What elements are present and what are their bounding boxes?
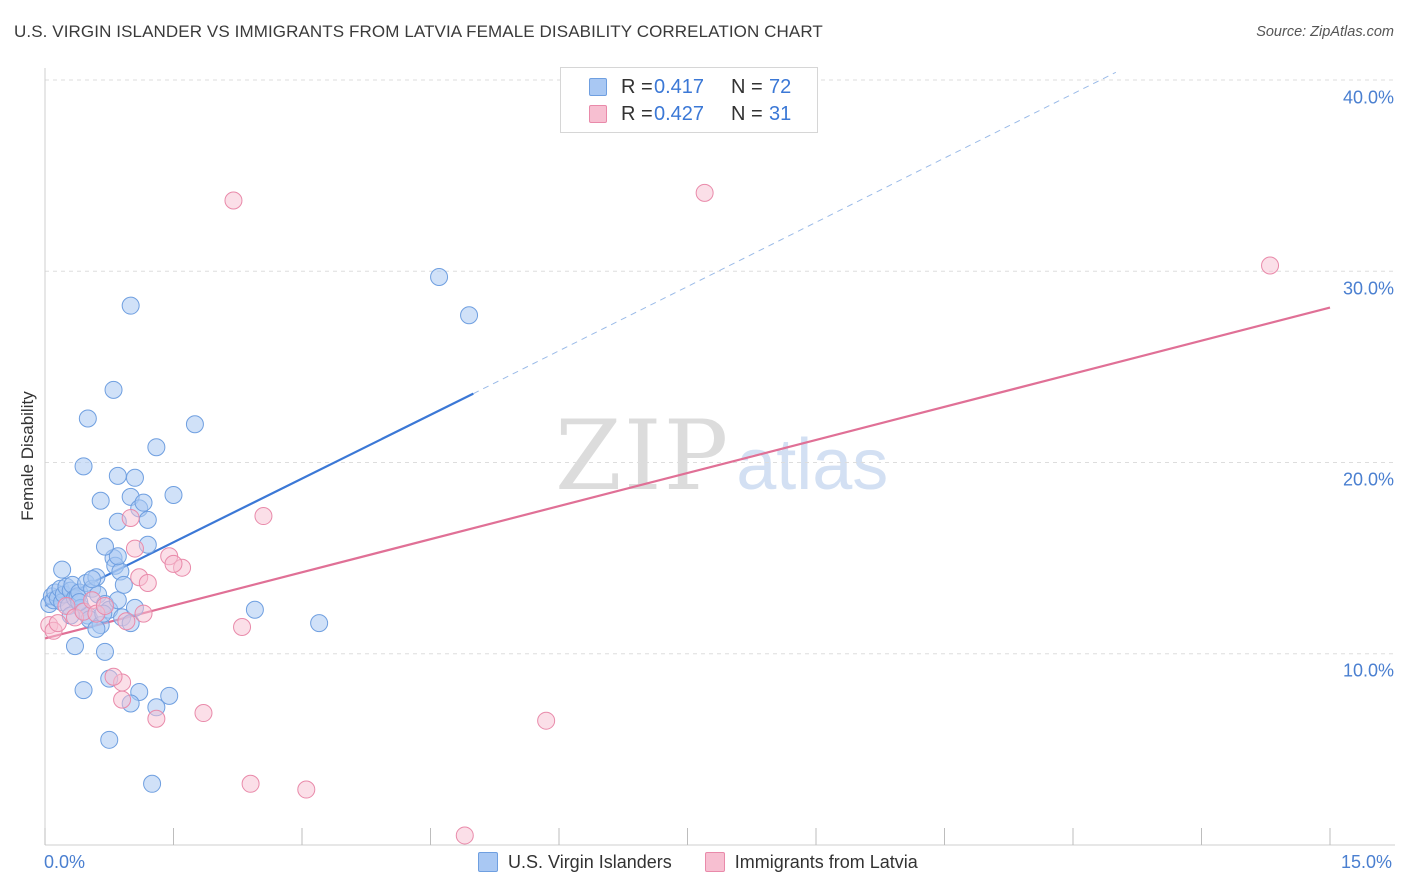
x-tick-min: 0.0% <box>44 852 86 872</box>
point-latvia <box>241 774 260 793</box>
source-credit[interactable]: Source: ZipAtlas.com <box>1256 24 1394 40</box>
point-virgin-islanders <box>114 575 133 594</box>
point-virgin-islanders <box>310 614 329 633</box>
point-latvia <box>254 507 273 526</box>
point-virgin-islanders <box>74 457 93 476</box>
stats-row-virgin-islanders: R = 0.417 N = 72 <box>561 74 817 102</box>
point-virgin-islanders <box>430 267 449 286</box>
stats-legend: R = 0.417 N = 72 R = 0.427 N = 31 <box>560 67 818 133</box>
x-tick-max: 15.0% <box>1340 852 1392 872</box>
n-label: N = <box>731 103 763 125</box>
trend-line-latvia <box>44 306 1331 640</box>
point-latvia <box>113 690 132 709</box>
point-latvia <box>194 704 213 723</box>
n-label: N = <box>731 76 763 98</box>
point-latvia <box>164 554 183 573</box>
legend-item-virgin-islanders[interactable]: U.S. Virgin Islanders <box>478 852 672 873</box>
point-latvia <box>125 539 144 558</box>
stats-row-latvia: R = 0.427 N = 31 <box>561 101 817 129</box>
n-value: 72 <box>769 76 792 98</box>
point-virgin-islanders <box>185 415 204 434</box>
points-immigrants-latvia <box>40 183 1280 845</box>
point-virgin-islanders <box>95 642 114 661</box>
y-tick-30: 30.0% <box>1342 278 1394 299</box>
point-virgin-islanders <box>245 600 264 619</box>
point-virgin-islanders <box>95 537 114 556</box>
point-latvia <box>537 711 556 730</box>
pink-swatch <box>704 852 725 872</box>
blue-swatch <box>478 852 498 872</box>
point-latvia <box>117 612 136 631</box>
point-virgin-islanders <box>65 637 84 656</box>
r-value: 0.427 <box>654 103 705 125</box>
point-latvia <box>147 709 166 728</box>
trend-extension-virgin-islanders <box>473 71 1117 395</box>
series-legend: U.S. Virgin Islanders Immigrants from La… <box>478 852 946 873</box>
point-virgin-islanders <box>53 560 72 579</box>
legend-item-latvia[interactable]: Immigrants from Latvia <box>704 852 918 873</box>
y-tick-10: 10.0% <box>1342 660 1394 681</box>
point-virgin-islanders <box>160 686 179 705</box>
point-latvia <box>1261 256 1280 275</box>
r-label: R = <box>621 103 653 125</box>
point-virgin-islanders <box>108 547 127 566</box>
n-value: 31 <box>769 103 792 125</box>
axes <box>44 68 1395 846</box>
legend-label: Immigrants from Latvia <box>734 852 918 872</box>
point-latvia <box>138 573 157 592</box>
y-tick-40: 40.0% <box>1342 87 1394 108</box>
y-axis-label: Female Disability <box>18 391 37 521</box>
point-virgin-islanders <box>74 681 93 700</box>
points-us-virgin-islanders <box>40 267 479 793</box>
pink-swatch <box>589 105 607 123</box>
point-virgin-islanders <box>125 468 144 487</box>
point-latvia <box>134 604 153 623</box>
r-label: R = <box>621 76 653 98</box>
point-latvia <box>104 667 123 686</box>
legend-label: U.S. Virgin Islanders <box>508 852 672 872</box>
point-virgin-islanders <box>164 486 183 505</box>
point-virgin-islanders <box>108 466 127 485</box>
point-virgin-islanders <box>91 491 110 510</box>
chart-title: U.S. VIRGIN ISLANDER VS IMMIGRANTS FROM … <box>14 22 823 41</box>
point-virgin-islanders <box>460 306 479 325</box>
point-virgin-islanders <box>138 510 157 529</box>
grid-lines <box>45 79 1395 655</box>
point-latvia <box>455 826 474 845</box>
point-virgin-islanders <box>121 296 140 315</box>
point-latvia <box>695 183 714 202</box>
trend-lines <box>44 71 1331 640</box>
point-latvia <box>297 780 316 799</box>
point-virgin-islanders <box>87 619 106 638</box>
point-virgin-islanders <box>147 438 166 457</box>
point-latvia <box>48 614 67 633</box>
point-virgin-islanders <box>143 774 162 793</box>
point-latvia <box>224 191 243 210</box>
point-virgin-islanders <box>134 493 153 512</box>
point-virgin-islanders <box>83 570 102 589</box>
blue-swatch <box>589 78 607 96</box>
point-virgin-islanders <box>78 409 97 428</box>
point-virgin-islanders <box>104 380 123 399</box>
point-latvia <box>233 617 252 636</box>
point-virgin-islanders <box>100 730 119 749</box>
r-value: 0.417 <box>654 76 705 98</box>
point-latvia <box>95 596 114 615</box>
point-latvia <box>121 508 140 527</box>
y-tick-20: 20.0% <box>1342 469 1394 490</box>
